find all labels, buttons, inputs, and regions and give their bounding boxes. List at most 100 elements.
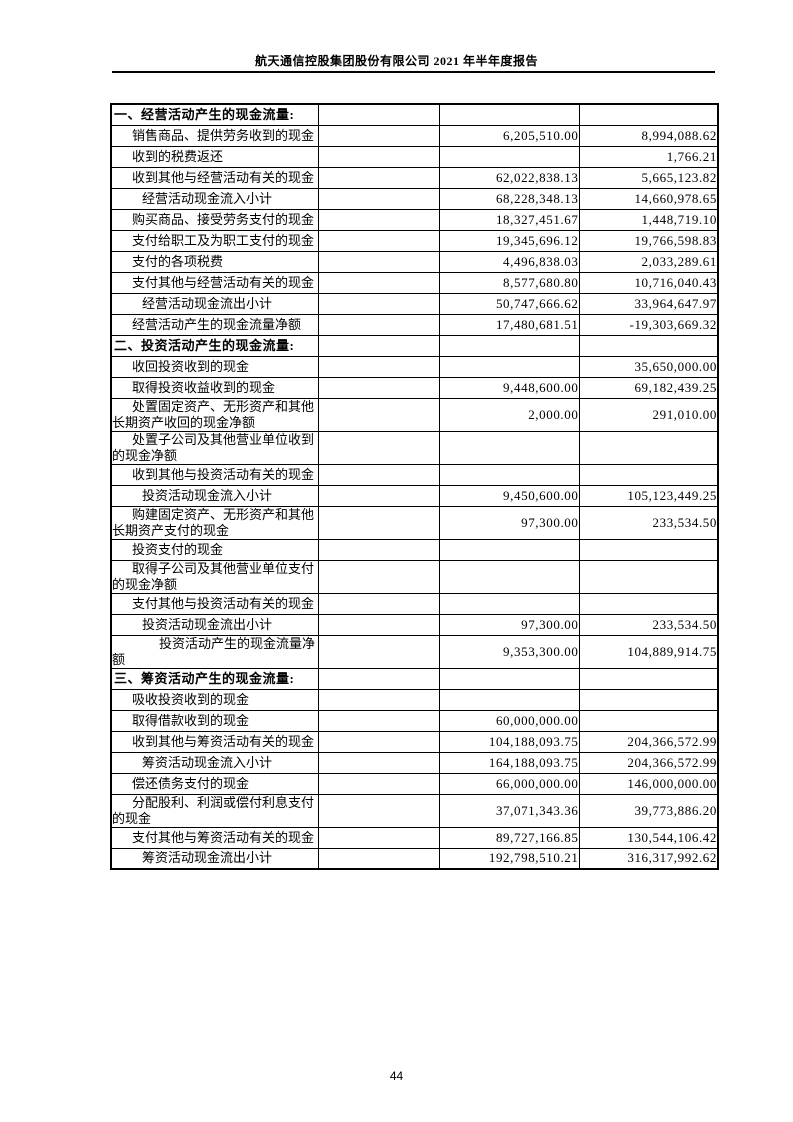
note-cell — [317, 166, 440, 189]
amount-prior-cell: 233,534.50 — [578, 613, 719, 636]
header-divider — [112, 71, 715, 73]
amount-current-cell: 9,450,600.00 — [438, 484, 580, 507]
page-number: 44 — [389, 1069, 404, 1083]
table-row: 处置子公司及其他营业单位收到的现金净额 — [110, 430, 719, 465]
note-cell — [317, 292, 440, 315]
amount-prior-cell — [578, 463, 719, 486]
amount-current-cell — [438, 538, 580, 561]
table-row: 收到其他与筹资活动有关的现金 104,188,093.75 204,366,572.… — [110, 730, 719, 753]
amount-current-cell — [438, 430, 580, 465]
table-row: 支付给职工及为职工支付的现金 19,345,696.12 19,766,598.83 — [110, 229, 719, 252]
amount-current-cell: 164,188,093.75 — [438, 751, 580, 774]
note-cell — [317, 688, 440, 711]
row-label: 支付其他与经营活动有关的现金 — [110, 271, 319, 294]
row-label: 收到其他与经营活动有关的现金 — [110, 166, 319, 189]
note-cell — [317, 751, 440, 774]
amount-prior-cell: 104,889,914.75 — [578, 634, 719, 669]
row-label: 销售商品、提供劳务收到的现金 — [110, 124, 319, 147]
note-cell — [317, 667, 440, 690]
table-row: 经营活动现金流出小计 50,747,666.62 33,964,647.97 — [110, 292, 719, 315]
row-label: 取得借款收到的现金 — [110, 709, 319, 732]
amount-current-cell: 37,071,343.36 — [438, 793, 580, 828]
table-row: 支付其他与投资活动有关的现金 — [110, 592, 719, 615]
row-label: 处置子公司及其他营业单位收到的现金净额 — [110, 430, 319, 465]
note-cell — [317, 313, 440, 336]
amount-prior-cell — [578, 103, 719, 126]
table-row: 投资支付的现金 — [110, 538, 719, 561]
amount-current-cell — [438, 559, 580, 594]
amount-prior-cell: 69,182,439.25 — [578, 376, 719, 399]
table-row: 三、筹资活动产生的现金流量: — [110, 667, 719, 690]
amount-prior-cell — [578, 667, 719, 690]
amount-current-cell: 89,727,166.85 — [438, 826, 580, 849]
amount-current-cell: 62,022,838.13 — [438, 166, 580, 189]
note-cell — [317, 145, 440, 168]
amount-current-cell: 19,345,696.12 — [438, 229, 580, 252]
amount-current-cell: 17,480,681.51 — [438, 313, 580, 336]
amount-current-cell: 97,300.00 — [438, 613, 580, 636]
table-row: 收到其他与投资活动有关的现金 — [110, 463, 719, 486]
amount-current-cell — [438, 145, 580, 168]
amount-current-cell — [438, 334, 580, 357]
row-label: 投资活动现金流入小计 — [110, 484, 319, 507]
amount-current-cell — [438, 463, 580, 486]
note-cell — [317, 250, 440, 273]
amount-current-cell — [438, 103, 580, 126]
table-row: 经营活动产生的现金流量净额 17,480,681.51 -19,303,669.32 — [110, 313, 719, 336]
amount-current-cell: 18,327,451.67 — [438, 208, 580, 231]
note-cell — [317, 730, 440, 753]
note-cell — [317, 334, 440, 357]
note-cell — [317, 559, 440, 594]
note-cell — [317, 634, 440, 669]
amount-prior-cell: 33,964,647.97 — [578, 292, 719, 315]
row-label: 支付其他与筹资活动有关的现金 — [110, 826, 319, 849]
table-row: 取得借款收到的现金 60,000,000.00 — [110, 709, 719, 732]
table-row: 处置固定资产、无形资产和其他长期资产收回的现金净额 2,000.00 291,010… — [110, 397, 719, 432]
note-cell — [317, 376, 440, 399]
amount-prior-cell: 316,317,992.62 — [578, 847, 719, 870]
amount-current-cell: 50,747,666.62 — [438, 292, 580, 315]
note-cell — [317, 187, 440, 210]
table-row: 吸收投资收到的现金 — [110, 688, 719, 711]
amount-prior-cell: 8,994,088.62 — [578, 124, 719, 147]
table-row: 销售商品、提供劳务收到的现金 6,205,510.00 8,994,088.62 — [110, 124, 719, 147]
amount-prior-cell: 204,366,572.99 — [578, 730, 719, 753]
table-row: 收回投资收到的现金 35,650,000.00 — [110, 355, 719, 378]
amount-prior-cell — [578, 592, 719, 615]
amount-prior-cell: 14,660,978.65 — [578, 187, 719, 210]
table-row: 支付其他与经营活动有关的现金 8,577,680.80 10,716,040.43 — [110, 271, 719, 294]
amount-current-cell — [438, 667, 580, 690]
note-cell — [317, 208, 440, 231]
table-row: 二、投资活动产生的现金流量: — [110, 334, 719, 357]
table-row: 支付的各项税费 4,496,838.03 2,033,289.61 — [110, 250, 719, 273]
row-label: 收到其他与投资活动有关的现金 — [110, 463, 319, 486]
table-row: 购建固定资产、无形资产和其他长期资产支付的现金 97,300.00 233,534.… — [110, 505, 719, 540]
note-cell — [317, 124, 440, 147]
row-label: 二、投资活动产生的现金流量: — [110, 334, 319, 357]
amount-prior-cell — [578, 430, 719, 465]
row-label: 筹资活动现金流出小计 — [110, 847, 319, 870]
amount-current-cell: 9,448,600.00 — [438, 376, 580, 399]
amount-current-cell: 8,577,680.80 — [438, 271, 580, 294]
row-label: 分配股利、利润或偿付利息支付的现金 — [110, 793, 319, 828]
amount-prior-cell: 19,766,598.83 — [578, 229, 719, 252]
row-label: 处置固定资产、无形资产和其他长期资产收回的现金净额 — [110, 397, 319, 432]
row-label: 购建固定资产、无形资产和其他长期资产支付的现金 — [110, 505, 319, 540]
note-cell — [317, 463, 440, 486]
note-cell — [317, 772, 440, 795]
amount-prior-cell: 2,033,289.61 — [578, 250, 719, 273]
amount-current-cell — [438, 688, 580, 711]
amount-current-cell: 60,000,000.00 — [438, 709, 580, 732]
row-label: 支付其他与投资活动有关的现金 — [110, 592, 319, 615]
note-cell — [317, 847, 440, 870]
note-cell — [317, 709, 440, 732]
row-label: 三、筹资活动产生的现金流量: — [110, 667, 319, 690]
amount-current-cell: 192,798,510.21 — [438, 847, 580, 870]
amount-prior-cell: -19,303,669.32 — [578, 313, 719, 336]
row-label: 支付给职工及为职工支付的现金 — [110, 229, 319, 252]
table-row: 筹资活动现金流入小计 164,188,093.75 204,366,572.99 — [110, 751, 719, 774]
row-label: 偿还债务支付的现金 — [110, 772, 319, 795]
row-label: 投资活动现金流出小计 — [110, 613, 319, 636]
table-row: 取得子公司及其他营业单位支付的现金净额 — [110, 559, 719, 594]
